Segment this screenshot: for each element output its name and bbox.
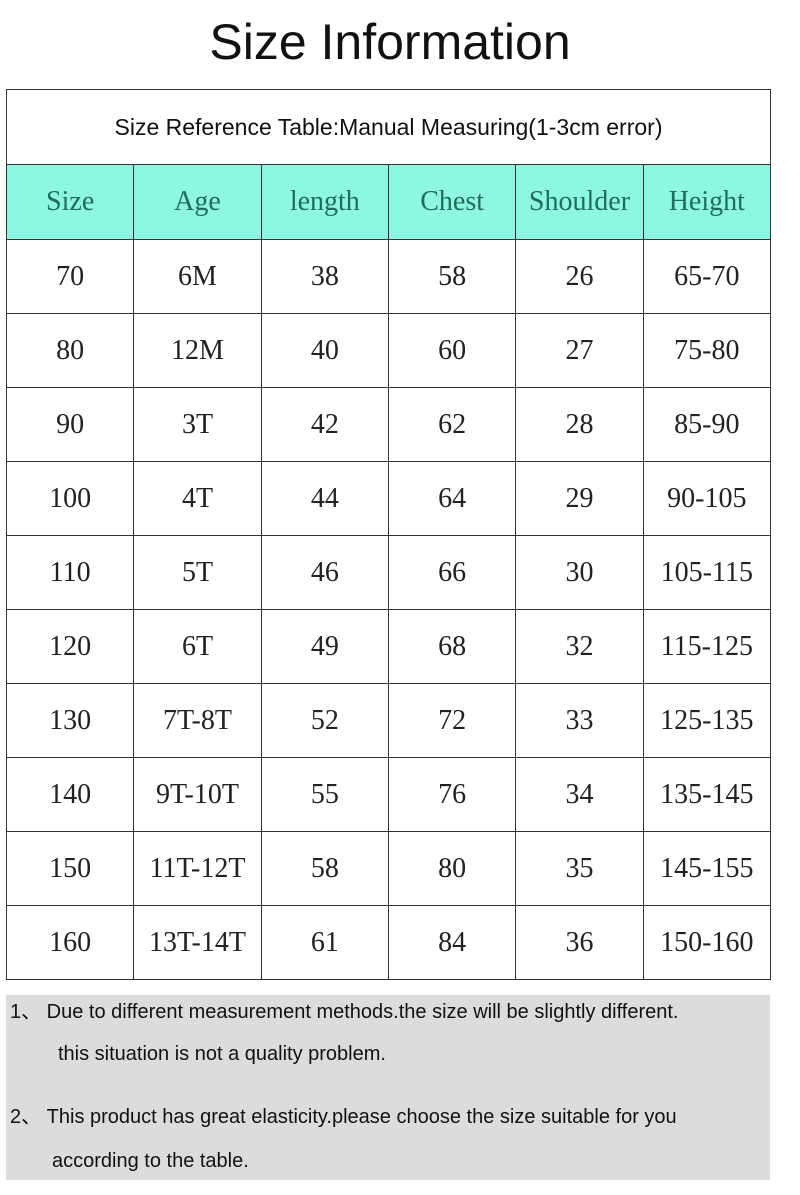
table-row: 130 7T-8T 52 72 33 125-135 [5,683,772,758]
cell-chest: 60 [387,313,517,388]
table-row: 160 13T-14T 61 84 36 150-160 [5,905,772,980]
cell-size: 130 [5,683,135,758]
cell-length: 46 [260,535,389,610]
cell-shoulder: 36 [515,905,644,980]
cell-size: 140 [5,757,135,832]
cell-length: 58 [260,831,389,906]
column-header: Chest [387,164,517,240]
cell-age: 4T [133,461,262,536]
cell-height: 135-145 [642,757,772,832]
cell-chest: 76 [387,757,517,832]
cell-age: 13T-14T [133,905,262,980]
cell-size: 70 [5,239,135,314]
cell-age: 9T-10T [133,757,262,832]
cell-shoulder: 30 [515,535,644,610]
table-row: 120 6T 49 68 32 115-125 [5,609,772,684]
cell-height: 150-160 [642,905,772,980]
column-header: Age [133,164,262,240]
cell-length: 52 [260,683,389,758]
cell-length: 42 [260,387,389,462]
cell-shoulder: 32 [515,609,644,684]
cell-height: 145-155 [642,831,772,906]
cell-height: 90-105 [642,461,772,536]
cell-chest: 68 [387,609,517,684]
note-1-line-1: 1、 Due to different measurement methods.… [10,1001,679,1023]
cell-shoulder: 28 [515,387,644,462]
cell-height: 75-80 [642,313,772,388]
table-row: 90 3T 42 62 28 85-90 [5,387,772,462]
column-header: length [260,164,389,240]
cell-size: 160 [5,905,135,980]
note-2-line-1: 2、 This product has great elasticity.ple… [10,1106,677,1128]
cell-height: 125-135 [642,683,772,758]
cell-height: 65-70 [642,239,772,314]
notes-box: 1、 Due to different measurement methods.… [6,995,770,1180]
note-1-line-2: this situation is not a quality problem. [58,1043,386,1065]
cell-chest: 66 [387,535,517,610]
cell-size: 150 [5,831,135,906]
cell-size: 120 [5,609,135,684]
table-row: 80 12M 40 60 27 75-80 [5,313,772,388]
cell-age: 3T [133,387,262,462]
cell-length: 55 [260,757,389,832]
cell-shoulder: 27 [515,313,644,388]
cell-length: 61 [260,905,389,980]
cell-shoulder: 29 [515,461,644,536]
cell-age: 11T-12T [133,831,262,906]
table-row: 110 5T 46 66 30 105-115 [5,535,772,610]
cell-height: 105-115 [642,535,772,610]
cell-age: 6M [133,239,262,314]
table-row: 70 6M 38 58 26 65-70 [5,239,772,314]
cell-chest: 62 [387,387,517,462]
cell-shoulder: 33 [515,683,644,758]
cell-length: 38 [260,239,389,314]
size-table: Size Reference Table:Manual Measuring(1-… [5,89,772,980]
cell-chest: 72 [387,683,517,758]
table-caption: Size Reference Table:Manual Measuring(1-… [6,89,771,165]
cell-size: 100 [5,461,135,536]
cell-age: 7T-8T [133,683,262,758]
column-header: Shoulder [515,164,644,240]
cell-shoulder: 35 [515,831,644,906]
cell-length: 49 [260,609,389,684]
cell-height: 85-90 [642,387,772,462]
cell-chest: 64 [387,461,517,536]
cell-size: 110 [5,535,135,610]
header-row: Size Age length Chest Shoulder Height [5,164,772,240]
cell-chest: 58 [387,239,517,314]
page-title: Size Information [209,14,571,70]
column-header: Height [642,164,772,240]
cell-length: 40 [260,313,389,388]
cell-length: 44 [260,461,389,536]
cell-age: 12M [133,313,262,388]
cell-size: 90 [5,387,135,462]
cell-chest: 80 [387,831,517,906]
cell-shoulder: 26 [515,239,644,314]
cell-age: 5T [133,535,262,610]
cell-height: 115-125 [642,609,772,684]
note-2-line-2: according to the table. [52,1150,249,1172]
column-header: Size [5,164,135,240]
cell-age: 6T [133,609,262,684]
table-row: 100 4T 44 64 29 90-105 [5,461,772,536]
cell-size: 80 [5,313,135,388]
table-row: 150 11T-12T 58 80 35 145-155 [5,831,772,906]
cell-chest: 84 [387,905,517,980]
cell-shoulder: 34 [515,757,644,832]
table-row: 140 9T-10T 55 76 34 135-145 [5,757,772,832]
